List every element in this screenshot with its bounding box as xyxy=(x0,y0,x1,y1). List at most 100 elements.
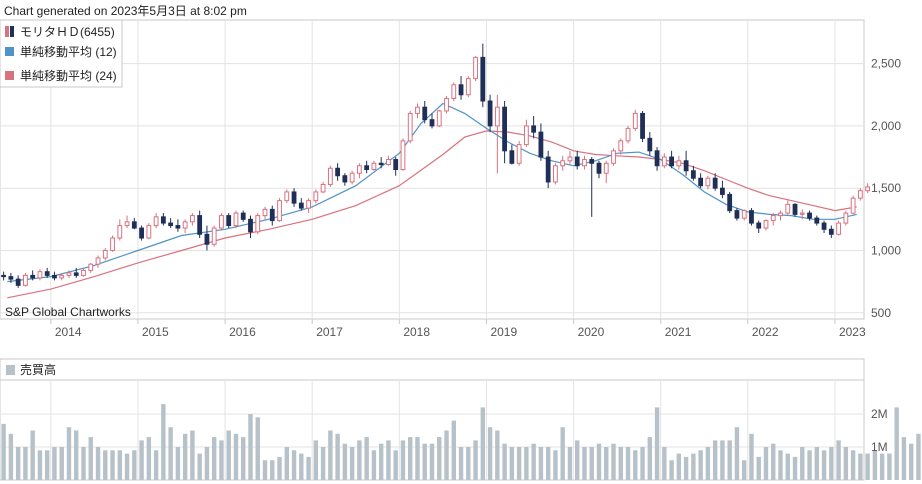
volume-bar xyxy=(625,447,631,480)
volume-bar xyxy=(698,450,703,480)
candle-down xyxy=(240,212,246,220)
candle-down xyxy=(298,202,304,209)
volume-bar xyxy=(386,440,391,480)
volume-bar xyxy=(270,460,275,480)
candle-up xyxy=(306,200,311,209)
candle-down xyxy=(720,187,725,195)
volume-bar xyxy=(756,456,761,480)
volume-bar xyxy=(589,447,594,480)
candle-down xyxy=(509,150,515,164)
candle-up xyxy=(190,215,195,223)
volume-bar xyxy=(611,443,616,480)
volume-bar xyxy=(146,437,152,480)
volume-bar xyxy=(654,407,660,480)
candle-up xyxy=(705,177,711,187)
volume-bar xyxy=(248,414,253,480)
chart-credit: S&P Global Chartworks xyxy=(5,305,131,319)
volume-bar xyxy=(480,407,486,480)
candle-up xyxy=(88,263,94,271)
candle-down xyxy=(589,159,595,164)
candle-up xyxy=(313,191,319,202)
time-tick-label: 2020 xyxy=(578,325,605,339)
volume-bar xyxy=(473,440,478,480)
candle-up xyxy=(494,106,500,127)
candle-up xyxy=(66,272,72,276)
candle-down xyxy=(654,150,660,167)
volume-bar xyxy=(284,447,289,480)
volume-bar xyxy=(132,450,137,480)
candle-up xyxy=(582,159,587,167)
legend-label-ma24: 単純移動平均 (24) xyxy=(20,69,117,83)
candle-down xyxy=(422,106,428,121)
legend-swatch-candle-up xyxy=(5,26,9,37)
time-tick-label: 2018 xyxy=(403,325,430,339)
volume-bar xyxy=(161,404,166,480)
candle-up xyxy=(843,212,849,224)
candle-down xyxy=(175,225,181,229)
candle-down xyxy=(139,227,144,239)
volume-bar xyxy=(30,430,35,480)
candle-down xyxy=(683,160,689,172)
candle-up xyxy=(799,212,805,215)
candle-up xyxy=(465,78,471,96)
time-tick-label: 2021 xyxy=(665,325,692,339)
candle-up xyxy=(603,162,609,174)
candle-up xyxy=(770,215,776,222)
volume-bar xyxy=(865,453,870,480)
volume-bar xyxy=(618,447,623,480)
candle-down xyxy=(531,125,537,133)
volume-bar xyxy=(219,440,224,480)
price-tick-label: 2,000 xyxy=(871,119,901,133)
candle-down xyxy=(480,56,486,102)
time-tick-label: 2019 xyxy=(490,325,517,339)
time-tick-label: 2015 xyxy=(142,325,169,339)
candle-down xyxy=(197,215,203,235)
candle-up xyxy=(320,183,326,193)
volume-bar xyxy=(720,440,725,480)
volume-bar xyxy=(349,447,355,480)
volume-bar xyxy=(23,447,28,480)
candle-down xyxy=(727,193,733,212)
volume-bar xyxy=(640,447,645,480)
volume-bar xyxy=(916,433,921,480)
candle-up xyxy=(836,222,841,235)
volume-bar xyxy=(662,447,667,480)
volume-bar xyxy=(342,443,348,480)
volume-bar xyxy=(233,433,239,480)
volume-bar xyxy=(393,450,398,480)
candle-down xyxy=(8,276,14,280)
candle-up xyxy=(857,190,863,199)
volume-bar xyxy=(204,447,210,480)
candle-up xyxy=(124,221,130,227)
volume-bar xyxy=(691,453,696,480)
volume-bar xyxy=(502,443,507,480)
volume-bar xyxy=(516,447,522,480)
volume-legend-label: 売買高 xyxy=(20,362,56,377)
candle-up xyxy=(625,127,631,142)
candle-up xyxy=(676,160,682,167)
candle-down xyxy=(538,131,544,158)
candle-up xyxy=(219,215,224,229)
candle-down xyxy=(807,212,812,219)
volume-bar xyxy=(444,430,449,480)
volume-bar xyxy=(277,456,282,480)
volume-bar xyxy=(908,443,914,480)
candle-up xyxy=(95,257,101,265)
volume-bar xyxy=(320,447,326,480)
candle-down xyxy=(712,177,718,189)
candle-down xyxy=(756,222,762,229)
legend-swatch-ma24 xyxy=(5,71,14,80)
volume-bar xyxy=(669,460,674,480)
volume-bar xyxy=(843,447,849,480)
volume-bar xyxy=(422,443,427,480)
volume-bar xyxy=(553,450,558,480)
volume-bar xyxy=(567,447,573,480)
volume-bar xyxy=(807,450,812,480)
candle-up xyxy=(451,84,457,99)
candle-down xyxy=(487,100,493,127)
ma12-line xyxy=(7,102,857,283)
candle-up xyxy=(81,269,86,276)
volume-bar xyxy=(727,440,732,480)
volume-bar xyxy=(538,447,544,480)
